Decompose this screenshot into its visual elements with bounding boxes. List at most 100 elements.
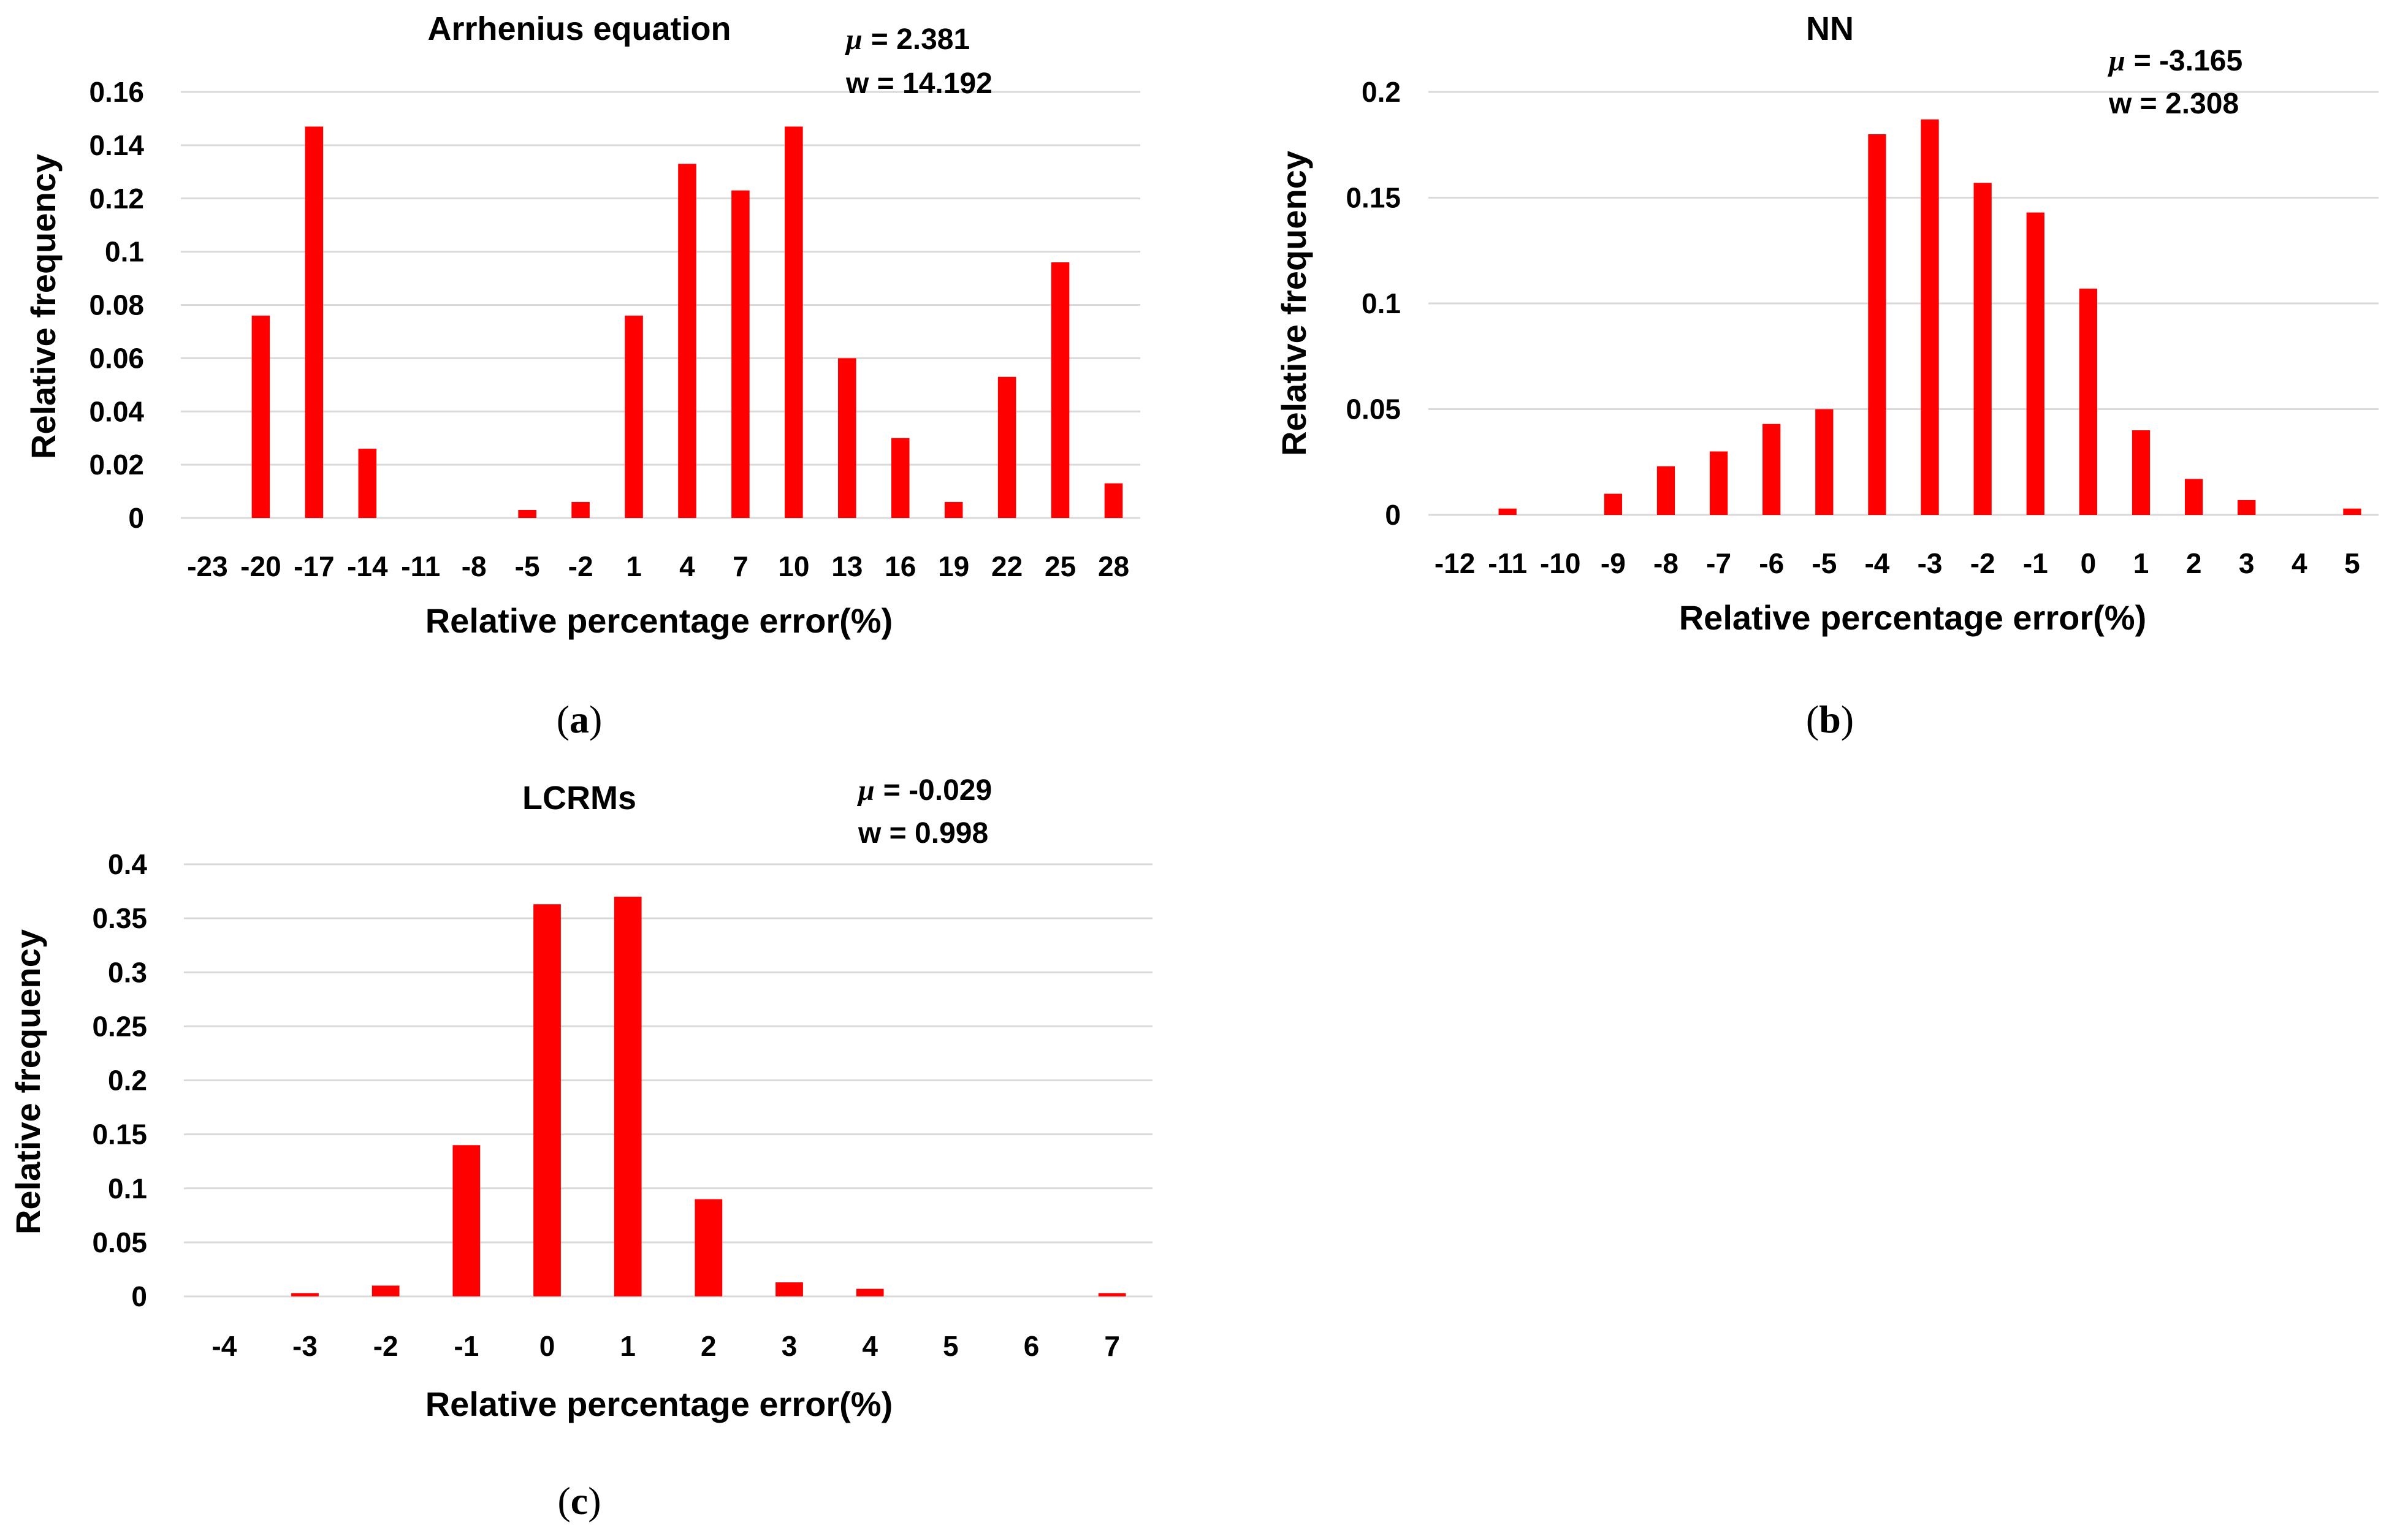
x-axis-label: Relative percentage error(%) <box>425 601 893 640</box>
bar <box>625 315 643 518</box>
x-tick-label: -2 <box>1970 547 1995 579</box>
chart-title: LCRMs <box>522 780 636 816</box>
x-tick-label: -20 <box>240 550 281 582</box>
y-tick-label: 0 <box>131 1280 147 1312</box>
y-tick-label: 0.35 <box>92 902 147 934</box>
x-tick-label: -4 <box>211 1330 237 1362</box>
mu-symbol: μ <box>856 774 875 807</box>
y-tick-label: 0.25 <box>92 1010 147 1042</box>
x-tick-label: -23 <box>187 550 227 582</box>
y-tick-label: 0.15 <box>1346 182 1401 214</box>
y-axis-label: Relative frequency <box>1274 151 1313 456</box>
x-tick-label: 7 <box>1104 1330 1120 1362</box>
bar <box>1868 134 1886 515</box>
mu-stat: μ = -3.165 <box>2107 45 2242 77</box>
x-tick-label: -12 <box>1435 547 1475 579</box>
mu-stat: μ = 2.381 <box>844 23 970 56</box>
x-tick-label: 22 <box>991 550 1023 582</box>
bar <box>571 501 590 518</box>
bar <box>452 1145 481 1296</box>
mu-symbol: μ <box>844 23 863 56</box>
x-tick-label: -3 <box>292 1330 318 1362</box>
chart-c: 0 0.05 0.1 0.15 0.2 0.25 0.3 0.35 0.4 -4 -3 -2 -1 0 1 2… <box>9 774 1153 1523</box>
y-tick-label: 0.12 <box>89 183 144 215</box>
x-tick-label: -2 <box>568 550 593 582</box>
y-tick-label: 0.2 <box>108 1065 147 1097</box>
x-tick-label: 25 <box>1045 550 1076 582</box>
y-tick-label: 0.1 <box>1362 287 1401 319</box>
x-tick-label: -8 <box>462 550 487 582</box>
x-tick-label: 1 <box>626 550 642 582</box>
x-tick-label: -14 <box>347 550 388 582</box>
y-tick-label: 0.1 <box>105 236 144 268</box>
bar <box>533 904 561 1296</box>
bar <box>251 315 270 518</box>
mu-value: = -3.165 <box>2134 45 2242 77</box>
x-tick-label: -5 <box>1812 547 1837 579</box>
w-stat: w = 2.308 <box>2108 88 2239 120</box>
subfigure-caption: (a) <box>557 698 603 741</box>
w-stat: w = 0.998 <box>858 817 988 850</box>
bar <box>1973 183 1992 515</box>
x-tick-label: -11 <box>1488 547 1527 579</box>
x-tick-label: 10 <box>778 550 809 582</box>
x-tick-label: 2 <box>2186 547 2202 579</box>
bar <box>518 509 536 518</box>
bar <box>1051 262 1070 518</box>
y-tick-label: 0.4 <box>108 848 147 880</box>
mu-value: = -0.029 <box>883 774 992 807</box>
x-tick-label: -3 <box>1918 547 1943 579</box>
x-tick-label: -6 <box>1759 547 1784 579</box>
y-tick-label: 0.3 <box>108 956 147 988</box>
x-tick-label: 4 <box>2292 547 2307 579</box>
x-axis-label: Relative percentage error(%) <box>425 1385 893 1423</box>
bar <box>856 1288 884 1296</box>
chart-b: 00.050.10.150.2-12 -11 -10 -9 -8 -7 -6 -5 -4 -3 -2… <box>1274 10 2379 741</box>
mu-value: = 2.381 <box>871 23 970 56</box>
x-tick-label: 0 <box>539 1330 555 1362</box>
bar <box>1709 451 1728 515</box>
bar <box>2026 212 2044 515</box>
bar <box>944 501 963 518</box>
bar <box>785 126 803 518</box>
x-tick-label: 3 <box>782 1330 798 1362</box>
bar <box>1656 466 1675 515</box>
x-tick-label: 3 <box>2239 547 2255 579</box>
bar <box>1604 493 1623 515</box>
x-tick-label: 4 <box>862 1330 878 1362</box>
caption-letter: c <box>571 1479 588 1523</box>
x-tick-label: 1 <box>2133 547 2149 579</box>
mu-stat: μ = -0.029 <box>856 774 992 807</box>
mu-symbol: μ <box>2107 45 2125 77</box>
y-tick-label: 0.05 <box>92 1227 147 1258</box>
x-tick-label: 19 <box>938 550 969 582</box>
bar <box>1498 508 1517 515</box>
bar <box>838 358 856 518</box>
bar <box>2184 479 2203 515</box>
chart-a: 0 0.02 0.04 0.06 0.08 0.1 0.12 0.14 0.16 -23 -20 -1… <box>24 10 1140 741</box>
bar <box>1921 119 1939 515</box>
bar <box>2238 500 2256 515</box>
subfigure-caption: (b) <box>1806 698 1854 741</box>
y-tick-label: 0.16 <box>89 76 144 108</box>
bar <box>1762 424 1781 515</box>
y-tick-label: 0 <box>1385 499 1401 531</box>
bar <box>291 1293 319 1296</box>
x-tick-label: -4 <box>1864 547 1889 579</box>
x-tick-label: -1 <box>2023 547 2048 579</box>
x-tick-label: 7 <box>733 550 749 582</box>
bar <box>305 126 324 518</box>
bar <box>731 190 750 518</box>
bar <box>997 376 1016 518</box>
y-tick-label: 0.15 <box>92 1119 147 1151</box>
bar <box>2132 430 2151 515</box>
y-axis-label: Relative frequency <box>9 929 47 1234</box>
y-tick-label: 0.02 <box>89 449 144 481</box>
x-tick-label: -8 <box>1653 547 1678 579</box>
bar <box>775 1282 803 1296</box>
bar <box>891 438 910 518</box>
x-tick-label: -2 <box>373 1330 398 1362</box>
y-tick-label: 0.1 <box>108 1173 147 1204</box>
bar <box>1815 409 1834 515</box>
x-tick-label: -5 <box>515 550 540 582</box>
